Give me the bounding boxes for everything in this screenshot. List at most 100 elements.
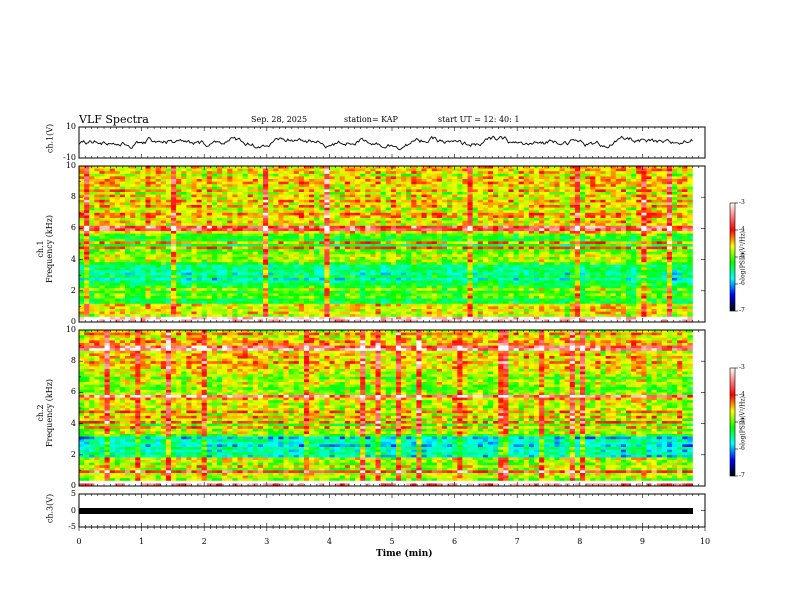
ch1-spectrogram-cell [528,233,535,237]
ch1-spectrogram-cell [334,207,341,211]
ch1-spectrogram-cell [580,223,586,227]
ch1-spectrogram-cell [482,207,489,211]
ch1-spectrogram-cell [237,181,243,185]
ch1-spectrogram-cell [590,236,596,240]
ch1-spectrogram-cell [672,199,678,203]
ch1-spectrogram-cell [125,192,131,195]
ch1-spectrogram-cell [462,264,468,268]
ch1-spectrogram-cell [99,189,105,193]
ch1-spectrogram-cell [201,202,208,206]
ch1-spectrogram-cell [605,176,611,180]
ch1-spectrogram-cell [641,197,647,201]
ch1-spectrogram-cell [227,254,233,258]
ch1-spectrogram-cell [544,176,550,180]
ch1-spectrogram-cell [600,231,606,234]
ch1-spectrogram-cell [370,223,376,227]
ch1-spectrogram-cell [620,218,627,221]
ch1-spectrogram-cell [615,194,622,198]
ch1-spectrogram-cell [319,218,325,221]
ch1-spectrogram-cell [135,225,141,229]
ch1-spectrogram-cell [447,179,453,182]
ch1-spectrogram-cell [569,270,576,273]
ch1-spectrogram-cell [201,262,208,266]
ch1-spectrogram-cell [217,184,223,188]
ch1-spectrogram-cell [263,166,269,169]
ch1-spectrogram-cell [380,173,387,177]
ch1-spectrogram-cell [416,246,422,250]
ch1-spectrogram-cell [472,186,479,190]
ch1-spectrogram-cell [360,238,366,242]
ch1-spectrogram-cell [620,194,627,198]
ch1-spectrogram-cell [503,233,509,237]
ch1-spectrogram-cell [574,233,581,237]
ch1-spectrogram-cell [477,249,484,253]
ch1-spectrogram-cell [165,246,172,250]
ch1-spectrogram-cell [666,262,673,266]
ch1-spectrogram-cell [651,197,657,201]
ch1-spectrogram-cell [227,249,233,253]
ch1-spectrogram-cell [242,189,248,193]
ch1-spectrogram-cell [114,210,121,214]
ch1-spectrogram-cell [462,259,468,263]
ch1-spectrogram-cell [390,272,397,276]
ch1-spectrogram-cell [211,236,218,240]
ch1-spectrogram-cell [472,210,479,214]
ch1-spectrogram-cell [477,238,484,242]
ch1-spectrogram-cell [687,197,693,201]
ch1-spectrogram-cell [283,272,289,276]
ch1-spectrogram-cell [334,270,341,273]
ch1-spectrogram-cell [309,171,315,175]
ch1-spectrogram-cell [222,212,228,216]
ch1-spectrogram-cell [191,249,197,253]
ch1-spectrogram-cell [339,249,346,253]
ch1-spectrogram-cell [585,212,591,216]
ch1-spectrogram-cell [462,189,468,193]
ch1-spectrogram-cell [171,218,177,221]
ch1-spectrogram-cell [559,238,565,242]
ch1-spectrogram-cell [355,228,361,232]
ch1-spectrogram-cell [503,210,509,214]
ch1-spectrogram-cell [125,171,131,175]
ch1-spectrogram-cell [508,186,514,190]
ch1-spectrogram-cell [421,238,427,242]
ch1-spectrogram-cell [242,197,248,201]
ch1-spectrogram-cell [375,215,381,219]
ch1-spectrogram-cell [160,171,167,175]
ch1-spectrogram-cell [145,202,151,206]
ch1-spectrogram-cell [523,205,530,208]
ch1-spectrogram-cell [130,223,136,227]
ch1-spectrogram-cell [411,181,417,185]
ch1-spectrogram-cell [252,189,259,193]
ch1-spectrogram-cell [605,212,611,216]
ch1-spectrogram-cell [84,215,90,219]
ch1-spectrogram-cell [171,257,177,260]
ch1-spectrogram-cell [186,207,192,211]
ch1-spectrogram-cell [636,212,642,216]
ch1-spectrogram-cell [574,166,581,169]
ch1-spectrogram-cell [518,215,525,219]
ch1-spectrogram-cell [462,249,468,253]
ch1-spectrogram-cell [324,176,330,180]
ch1-spectrogram-cell [580,241,586,245]
ch1-spectrogram-cell [283,168,289,172]
ch1-spectrogram-cell [493,233,499,237]
ch1-spectrogram-cell [360,184,366,188]
ch1-spectrogram-cell [268,202,274,206]
ch1-spectrogram-cell [329,257,335,260]
ch1-spectrogram-cell [564,231,571,234]
ch1-spectrogram-cell [263,244,269,247]
ch1-spectrogram-cell [140,223,146,227]
ch1-spectrogram-cell [99,166,105,169]
ch1-spectrogram-cell [303,199,310,203]
ch1-spectrogram-cell [385,264,392,268]
ch1-spectrogram-cell [482,257,489,260]
ch1-spectrogram-cell [457,184,463,188]
ch1-spectrogram-cell [319,171,325,175]
ch1-spectrogram-cell [99,176,105,180]
ch1-spectrogram-cell [600,199,606,203]
ch1-spectrogram-cell [84,272,90,276]
ch1-spectrogram-cell [493,246,499,250]
ch1-spectrogram-cell [472,228,479,232]
ch1-spectrogram-cell [523,176,530,180]
ch1-spectrogram-cell [482,184,489,188]
